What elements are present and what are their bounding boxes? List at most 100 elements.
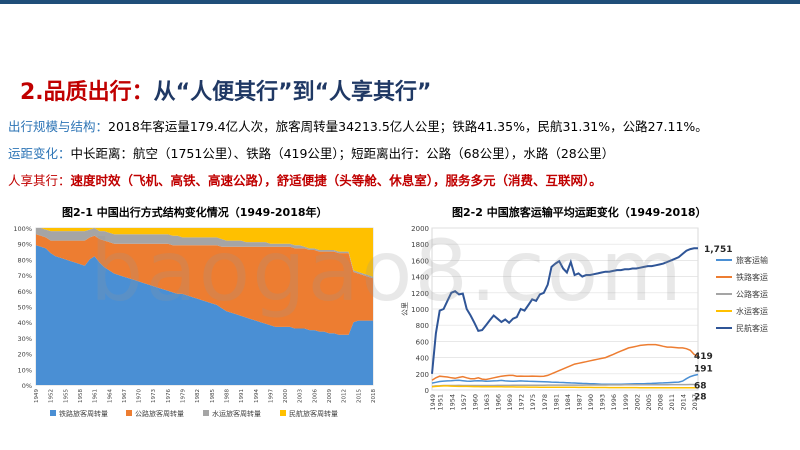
chart1-x-tick-label: 2003 [298, 389, 304, 403]
chart2-end-value-label: 68 [694, 381, 707, 391]
chart1-x-tick-label: 1994 [254, 389, 260, 403]
chart1-y-tick-label: 100% [13, 225, 32, 233]
chart1-y-tick-label: 40% [18, 319, 32, 327]
chart2-x-tick-label: 2011 [668, 394, 676, 411]
chart1-y-tick-label: 50% [18, 304, 32, 312]
chart2-line-road [431, 343, 699, 381]
chart2-y-tick-label: 200 [416, 371, 429, 379]
chart2-x-tick-label: 2014 [680, 394, 688, 411]
chart2-x-tick-label: 1981 [552, 394, 560, 411]
chart1-y-tick-label: 20% [18, 351, 32, 359]
chart2-x-tick-label: 1963 [483, 394, 491, 411]
chart2-x-tick-label: 1969 [506, 394, 514, 411]
chart1-y-tick-label: 30% [18, 335, 32, 343]
chart2-x-tick-label: 2017 [691, 394, 699, 411]
chart1-x-tick-label: 1991 [239, 389, 245, 403]
chart2-line-air_line [431, 247, 699, 374]
chart1-x-tick-label: 1958 [78, 389, 84, 403]
chart1-x-tick-label: 2012 [342, 389, 348, 403]
chart2-x-tick-label: 1951 [437, 394, 445, 411]
chart1-x-tick-label: 2015 [356, 389, 362, 403]
chart1-area-water [36, 228, 373, 279]
chart1-x-tick-label: 1961 [93, 389, 99, 403]
chart1-legend-label: 铁路旅客周转量 [59, 409, 108, 418]
chart2-x-tick-label: 1984 [564, 394, 572, 411]
chart2-y-tick-label: 0 [425, 387, 429, 395]
chart2-x-tick-label: 1957 [460, 394, 468, 411]
info-line-distance: 运距变化：中长距离：航空（1751公里）、铁路（419公里）；短距离出行：公路（… [8, 143, 614, 162]
chart1-x-tick-label: 1976 [166, 389, 172, 403]
chart2-line-water [431, 383, 698, 388]
chart2-legend-label: 水运客运 [736, 306, 768, 316]
avg-distance-line-chart: 0 200 400 600 800 1000 1200 1400 1600 1800 2000 公里 1… [401, 225, 768, 411]
chart1-legend-label: 水运旅客周转量 [212, 409, 261, 418]
chart2-y-tick-label: 1600 [411, 257, 429, 265]
chart1-legend-swatch [50, 410, 56, 416]
chart2-x-tick-label: 1960 [471, 394, 479, 411]
chart2-end-value-label: 191 [694, 365, 713, 375]
chart2-end-value-label: 419 [694, 352, 713, 362]
chart2-legend-label: 公路客运 [736, 289, 768, 299]
chart1-x-tick-label: 1985 [210, 389, 216, 403]
chart2-line-rail [431, 373, 699, 386]
chart2-x-tick-label: 1999 [622, 394, 630, 411]
chart2-x-tick-label: 1990 [587, 394, 595, 411]
chart2-legend-label: 铁路客运 [736, 272, 768, 282]
info-text-scale: 2018年客运量179.4亿人次，旅客周转量34213.5亿人公里；铁路41.3… [108, 119, 708, 134]
chart1-legend-label: 民航旅客周转量 [289, 409, 338, 418]
chart2-y-tick-label: 1400 [411, 274, 429, 282]
info-label-distance: 运距变化： [8, 146, 71, 161]
info-text-distance: 中长距离：航空（1751公里）、铁路（419公里）；短距离出行：公路（68公里）… [70, 146, 615, 161]
chart1-y-tick-label: 60% [18, 288, 32, 296]
chart1-y-tick-label: 90% [18, 241, 32, 249]
chart2-x-tick-label: 1987 [575, 394, 583, 411]
info-label-quality: 人享其行： [8, 173, 71, 188]
chart2-title: 图2-2 中国旅客运输平均运距变化（1949-2018） [452, 206, 707, 219]
info-line-scale: 出行规模与结构：2018年客运量179.4亿人次，旅客周转量34213.5亿人公… [8, 116, 708, 135]
chart1-legend-swatch [126, 410, 132, 416]
chart1-legend-swatch [280, 410, 286, 416]
chart1-x-tick-label: 1997 [268, 389, 274, 403]
chart1-y-tick-label: 0% [22, 382, 32, 390]
chart1-x-tick-label: 1979 [181, 389, 187, 403]
structure-stacked-area-chart: 0% 10% 20% 30% 40% 50% 60% 70% 80% 90% 100% 1949 195… [13, 225, 377, 418]
chart2-x-tick-label: 2008 [656, 394, 664, 411]
chart2-y-axis-label: 公里 [401, 302, 409, 316]
chart1-legend-label: 公路旅客周转量 [135, 409, 184, 418]
chart2-x-tick-label: 2002 [633, 394, 641, 411]
chart2-x-tick-label: 1966 [495, 394, 503, 411]
chart2-x-tick-label: 1954 [448, 394, 456, 411]
chart1-x-tick-label: 2018 [371, 389, 377, 403]
chart2-line-air [431, 385, 698, 389]
chart2-y-tick-label: 400 [416, 355, 429, 363]
chart2-x-tick-label: 2005 [645, 394, 653, 411]
chart2-legend-label: 民航客运 [736, 323, 768, 333]
info-label-scale: 出行规模与结构： [8, 119, 109, 134]
chart1-y-tick-label: 10% [18, 366, 32, 374]
chart2-end-value-label: 1,751 [704, 245, 732, 255]
title-prefix: 2.品质出行： [20, 80, 154, 105]
chart1-x-tick-label: 1955 [63, 389, 69, 403]
chart2-x-tick-label: 1993 [599, 394, 607, 411]
title-rest: 从“人便其行”到“人享其行” [153, 80, 432, 105]
chart1-legend-swatch [203, 410, 209, 416]
watermark-text: baogao8.com [90, 222, 684, 320]
slide-title: 2.品质出行：从“人便其行”到“人享其行” [20, 74, 432, 106]
info-text-quality: 速度时效（飞机、高铁、高速公路），舒适便捷（头等舱、休息室），服务多元（消费、互… [70, 173, 602, 188]
chart2-y-tick-label: 1000 [411, 306, 429, 314]
chart1-x-tick-label: 1964 [107, 389, 113, 403]
chart1-y-tick-label: 70% [18, 272, 32, 280]
chart1-x-tick-label: 1949 [34, 389, 40, 403]
chart1-y-tick-label: 80% [18, 256, 32, 264]
chart2-y-tick-label: 800 [416, 322, 429, 330]
chart2-end-value-label: 28 [694, 393, 707, 403]
chart2-x-tick-label: 1975 [529, 394, 537, 411]
chart1-area-road [36, 234, 373, 335]
chart1-area-rail [36, 245, 373, 385]
chart2-y-tick-label: 1200 [411, 290, 429, 298]
chart2-y-tick-label: 2000 [411, 225, 429, 233]
chart1-x-tick-label: 2006 [312, 389, 318, 403]
chart1-x-tick-label: 1988 [224, 389, 230, 403]
chart2-x-tick-label: 1996 [610, 394, 618, 411]
chart2-x-tick-label: 1949 [429, 394, 437, 411]
